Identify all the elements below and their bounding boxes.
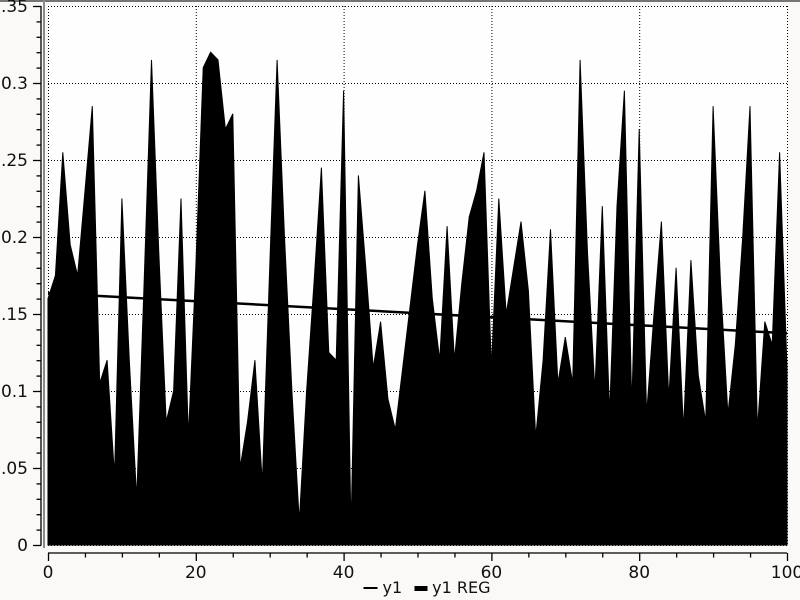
x-tick-label: 20 <box>185 563 207 583</box>
series-y1-area <box>47 51 788 546</box>
x-tick-label: 100 <box>771 563 800 583</box>
y-tick-label: 0.2 <box>1 228 28 248</box>
x-axis <box>47 552 789 561</box>
y-tick-label: 0.35 <box>0 0 28 17</box>
y-tick-label: 0.15 <box>0 305 28 325</box>
legend-marker-y1-line-icon <box>363 587 378 589</box>
y-tick-label: 0.05 <box>0 459 28 479</box>
panel-frame-top <box>0 0 800 2</box>
chart-legend: y1 y1 REG <box>363 578 491 597</box>
x-tick-label: 60 <box>481 563 503 583</box>
legend-label-y1-reg: y1 REG <box>432 578 491 597</box>
x-tick-label: 0 <box>43 563 54 583</box>
y-tick-labels: 0 0.05 0.1 0.15 0.2 0.25 0.3 0.35 <box>0 0 28 556</box>
y-axis <box>33 5 42 547</box>
x-tick-label: 80 <box>628 563 650 583</box>
x-tick-labels: 0 20 40 60 80 100 <box>43 563 800 583</box>
y-tick-label: 0 <box>17 536 28 556</box>
y-tick-label: 0.25 <box>0 151 28 171</box>
legend-marker-y1-reg-line-icon <box>414 585 428 591</box>
series-y1-reg-line <box>47 291 788 335</box>
x-tick-label: 40 <box>333 563 355 583</box>
panel-frame-left <box>43 0 45 548</box>
legend-label-y1: y1 <box>382 578 403 597</box>
y-tick-label: 0.3 <box>1 74 28 94</box>
y-tick-label: 0.1 <box>1 382 28 402</box>
